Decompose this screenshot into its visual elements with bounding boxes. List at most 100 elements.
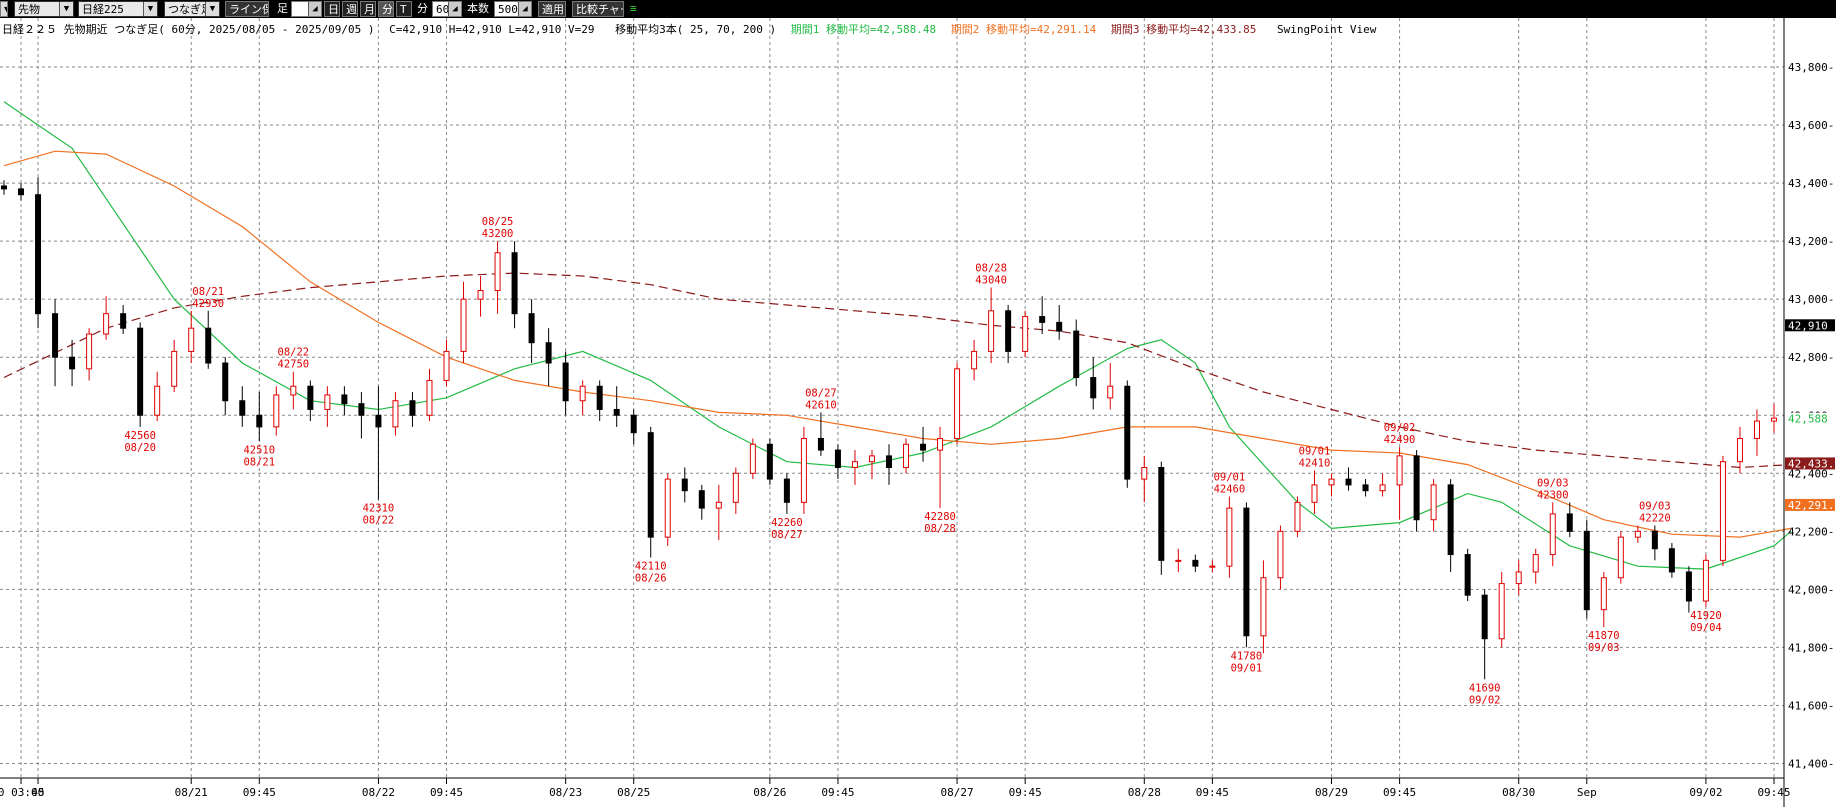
candle [817,412,824,456]
candle-body [681,478,688,492]
apply-button[interactable]: 適用 [538,1,566,17]
candle [1464,548,1471,601]
candle [766,438,773,485]
candle [715,484,722,541]
period-week-button[interactable]: 週 [342,1,358,17]
candle-body [630,414,637,434]
candle [1736,426,1743,474]
candle [443,339,450,387]
y-tick-label: 43,400- [1788,177,1834,190]
candle [1175,548,1182,572]
candle [1277,525,1284,590]
candle-body [1498,583,1505,640]
candle-body [1005,310,1012,352]
candle-body [1345,478,1352,486]
price-tag: 42,588 [1785,412,1835,426]
bar-input[interactable]: ◢ [291,1,322,17]
swing-label-top: 41690 [1469,682,1501,694]
candle-body [290,385,297,396]
candle [1226,496,1233,578]
y-tick-label: 42,800- [1788,351,1834,364]
candle [358,392,365,439]
candle-body [1719,461,1726,561]
candle [1532,548,1539,584]
swing-label-top: 42280 [924,511,956,523]
candle-body [1226,507,1233,567]
x-tick-label: 08/27 [941,786,974,799]
period-tick-button[interactable]: T [396,1,412,17]
candle [1583,519,1590,619]
y-tick-label: 42,200- [1788,525,1834,538]
candle-body [1141,466,1148,480]
candle [1379,473,1386,497]
candle-body [647,432,654,538]
swing-label-top: 41780 [1231,650,1263,662]
minute-input[interactable]: 60 ◢ [432,1,462,17]
ohlcv-readout: C=42,910 H=42,910 L=42,910 V=29 [389,23,594,36]
x-tick-label: 09:45 [821,786,854,799]
candle-body [188,327,195,352]
chart-menu-icon[interactable]: ≡ [630,2,637,15]
candle-body [1311,484,1318,503]
candle-body [579,385,586,402]
compare-chart-button[interactable]: 比較チャート [572,1,624,17]
candle-body [1515,571,1522,585]
swing-label-top: 09/01 [1214,472,1246,484]
candle-body [171,350,178,387]
candle-body [1090,377,1097,399]
price-tag: 42,291. [1785,498,1835,512]
candle [834,444,841,480]
candle [1,180,7,195]
candle [120,304,127,334]
candle [154,371,161,422]
swing-label-bottom: 09/02 [1469,694,1501,706]
candle-body [698,490,705,509]
candle [630,409,637,445]
candle-body [937,437,944,451]
candle-body [375,414,382,428]
market-select[interactable]: 先物 ▼ [14,1,74,17]
count-input-value: 500 [498,3,518,16]
swing-label-top: 08/28 [975,263,1007,275]
candle [613,386,620,427]
candle-body [886,455,892,468]
menu-arrow-button[interactable]: ▼ [0,1,8,17]
x-tick-label: 08/28 [1128,786,1161,799]
candle-body [1175,559,1182,562]
chevron-down-icon: ▼ [59,2,73,16]
candle [256,392,263,442]
candle-body [988,310,995,352]
toolbar: ▼ 先物 ▼ 日経225 ▼ つなぎ足 ▼ ライン保存 足 ◢ 日 週 月 分 … [0,0,1836,18]
candle-body [205,327,212,364]
period-minute-button[interactable]: 分 [378,1,394,17]
candle-body [1,185,7,190]
candle [1515,560,1522,596]
candle-body [409,400,416,416]
candle-body [1277,530,1284,579]
x-tick-label: 08/26 [753,786,786,799]
period-day-button[interactable]: 日 [324,1,340,17]
candle-body [256,414,263,428]
swing-label-top: 42560 [124,430,156,442]
candle [511,241,518,329]
x-tick-label: 0 03:00 [0,786,44,799]
candle-body [86,333,93,370]
count-input[interactable]: 500 ◢ [494,1,532,17]
contract-type-select[interactable]: つなぎ足 ▼ [164,1,220,17]
save-line-button[interactable]: ライン保存 [225,1,269,17]
candle-body [307,385,314,410]
swing-label-top: 42110 [635,560,667,572]
symbol-select[interactable]: 日経225 ▼ [78,1,158,17]
price-tag: 42,910 [1785,319,1835,332]
candle-body [358,403,365,416]
candle-body [903,443,910,468]
candle-body [239,400,246,416]
chart: 4256008/2008/21429304251008/2108/2242750… [0,18,1836,807]
candle [1260,560,1267,654]
swing-label-top: 42260 [771,517,803,529]
candle [1447,479,1454,572]
period-month-button[interactable]: 月 [360,1,376,17]
